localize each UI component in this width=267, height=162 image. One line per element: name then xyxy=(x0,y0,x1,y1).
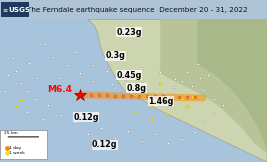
Text: 1 day: 1 day xyxy=(9,146,22,150)
Text: 1 week: 1 week xyxy=(9,151,25,155)
FancyBboxPatch shape xyxy=(0,130,47,159)
Text: 0.23g: 0.23g xyxy=(116,28,142,37)
Text: 1.46g: 1.46g xyxy=(148,97,174,106)
Polygon shape xyxy=(160,19,267,154)
FancyBboxPatch shape xyxy=(1,2,29,17)
Text: 0.3g: 0.3g xyxy=(105,51,125,60)
Text: 0.12g: 0.12g xyxy=(73,113,99,122)
Text: 0.12g: 0.12g xyxy=(92,140,118,150)
Text: 0.19g: 0.19g xyxy=(119,9,144,18)
Polygon shape xyxy=(198,19,267,149)
FancyBboxPatch shape xyxy=(0,19,267,162)
Polygon shape xyxy=(88,19,267,162)
Text: 0.45g: 0.45g xyxy=(116,71,142,80)
Text: 25 km: 25 km xyxy=(4,131,18,135)
Text: ≡: ≡ xyxy=(3,8,8,12)
Text: M6.4: M6.4 xyxy=(47,85,72,94)
FancyBboxPatch shape xyxy=(0,0,267,19)
Text: USGS: USGS xyxy=(8,7,30,13)
Text: 0.8g: 0.8g xyxy=(127,84,147,93)
Text: The Ferndale earthquake sequence  December 20 - 31, 2022: The Ferndale earthquake sequence Decembe… xyxy=(27,7,248,13)
